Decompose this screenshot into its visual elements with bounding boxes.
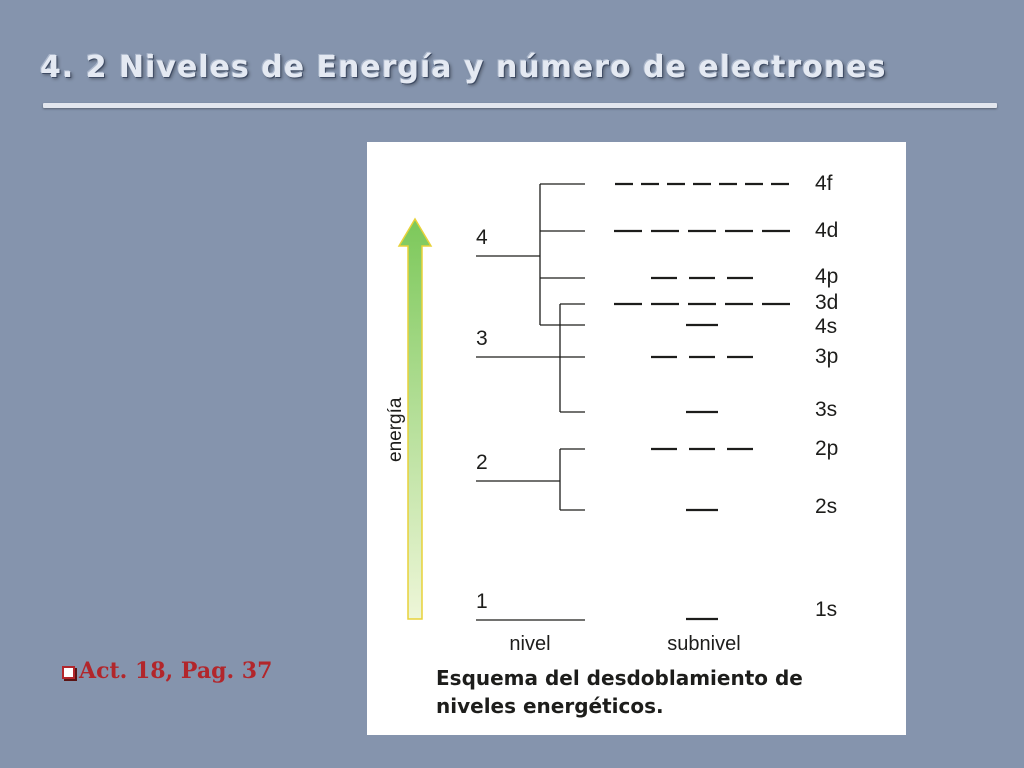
figure-caption-line-2: niveles energéticos. <box>436 694 664 718</box>
slide-title: 4. 2 Niveles de Energía y número de elec… <box>40 50 887 85</box>
activity-note-text: Act. 18, Pag. 37 <box>79 658 273 684</box>
energy-arrow-icon <box>397 217 433 620</box>
column-label-subnivel: subnivel <box>667 633 740 655</box>
energy-axis-label: energía <box>385 397 406 462</box>
sublevel-label-4p: 4p <box>815 265 838 288</box>
sublevel-label-2s: 2s <box>815 495 837 518</box>
sublevel-label-4f: 4f <box>815 172 833 195</box>
level-label-2: 2 <box>476 451 488 474</box>
sublevel-label-4s: 4s <box>815 315 837 338</box>
sublevel-label-3d: 3d <box>815 291 838 314</box>
level-label-3: 3 <box>476 327 488 350</box>
sublevel-label-3p: 3p <box>815 345 838 368</box>
activity-note: Act. 18, Pag. 37 <box>62 658 272 684</box>
sublevel-label-2p: 2p <box>815 437 838 460</box>
column-label-nivel: nivel <box>509 633 550 655</box>
checkbox-bullet-icon <box>62 666 75 679</box>
sublevel-label-3s: 3s <box>815 398 837 421</box>
level-label-4: 4 <box>476 226 488 249</box>
title-underline <box>43 103 997 108</box>
energy-levels-figure: energía 1 2 3 4 1s 2s 2p 3s 3p 4s 3d 4p 4d 4f nivel subn… <box>367 142 906 735</box>
level-label-1: 1 <box>476 590 488 613</box>
sublevel-label-1s: 1s <box>815 598 837 621</box>
sublevel-label-4d: 4d <box>815 219 838 242</box>
figure-caption-line-1: Esquema del desdoblamiento de <box>436 666 803 690</box>
figure-caption: Esquema del desdoblamiento de niveles en… <box>436 664 803 720</box>
